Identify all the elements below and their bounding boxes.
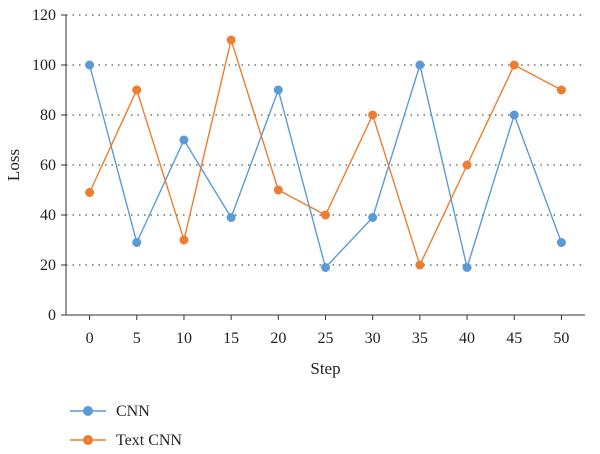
- data-point-text-cnn: [509, 60, 519, 70]
- data-point-cnn: [462, 263, 472, 272]
- legend-label-text-cnn: Text CNN: [116, 432, 182, 449]
- series-text-cnn: [85, 35, 566, 270]
- y-tick-label: 60: [40, 157, 56, 174]
- x-axis-ticks: 0 5 10 15 20 25 30 35 40 45 50: [86, 315, 569, 347]
- data-point-cnn: [132, 238, 142, 247]
- data-point-text-cnn: [415, 260, 425, 270]
- x-tick-label: 10: [176, 330, 192, 347]
- x-tick-label: 5: [133, 330, 141, 347]
- data-point-text-cnn: [179, 235, 189, 245]
- data-point-text-cnn: [368, 110, 378, 120]
- data-point-cnn: [368, 213, 378, 222]
- data-point-text-cnn: [85, 188, 95, 197]
- x-tick-label: 25: [318, 330, 334, 347]
- series-cnn: [85, 60, 566, 272]
- x-axis-title: Step: [310, 359, 340, 378]
- series-line-text-cnn: [88, 37, 562, 267]
- data-point-text-cnn: [226, 35, 236, 45]
- x-tick-label: 40: [459, 330, 475, 347]
- x-tick-label: 50: [553, 330, 569, 347]
- data-point-text-cnn: [462, 160, 472, 170]
- legend-item-text-cnn: Text CNN: [70, 432, 182, 449]
- data-point-cnn: [415, 60, 425, 70]
- legend-item-cnn: CNN: [70, 403, 150, 420]
- data-point-cnn: [556, 238, 566, 247]
- legend-marker-cnn: [83, 406, 93, 416]
- legend: CNN Text CNN: [70, 403, 182, 449]
- y-tick-label: 20: [40, 257, 56, 274]
- data-point-cnn: [179, 135, 189, 145]
- data-point-cnn: [509, 110, 519, 120]
- x-tick-label: 20: [270, 330, 286, 347]
- legend-label-cnn: CNN: [116, 403, 150, 420]
- data-point-cnn: [226, 213, 236, 222]
- y-axis-title: Loss: [4, 149, 23, 181]
- series-layer: [85, 35, 566, 272]
- y-tick-label: 40: [40, 207, 56, 224]
- y-tick-label: 120: [32, 7, 56, 24]
- data-point-cnn: [321, 263, 330, 272]
- data-point-cnn: [273, 85, 283, 95]
- x-tick-label: 35: [412, 330, 428, 347]
- data-point-text-cnn: [132, 85, 142, 95]
- data-point-cnn: [85, 60, 95, 70]
- y-tick-label: 0: [48, 307, 56, 324]
- y-axis-ticks: 0 20 40 60 80 100 120: [32, 7, 66, 324]
- x-tick-label: 15: [223, 330, 239, 347]
- y-tick-label: 100: [32, 57, 56, 74]
- y-tick-label: 80: [40, 107, 56, 124]
- x-tick-label: 45: [506, 330, 522, 347]
- x-tick-label: 30: [365, 330, 381, 347]
- data-point-text-cnn: [273, 185, 283, 195]
- x-tick-label: 0: [86, 330, 94, 347]
- legend-marker-text-cnn: [83, 435, 93, 445]
- data-point-text-cnn: [556, 85, 566, 95]
- data-point-text-cnn: [321, 210, 330, 220]
